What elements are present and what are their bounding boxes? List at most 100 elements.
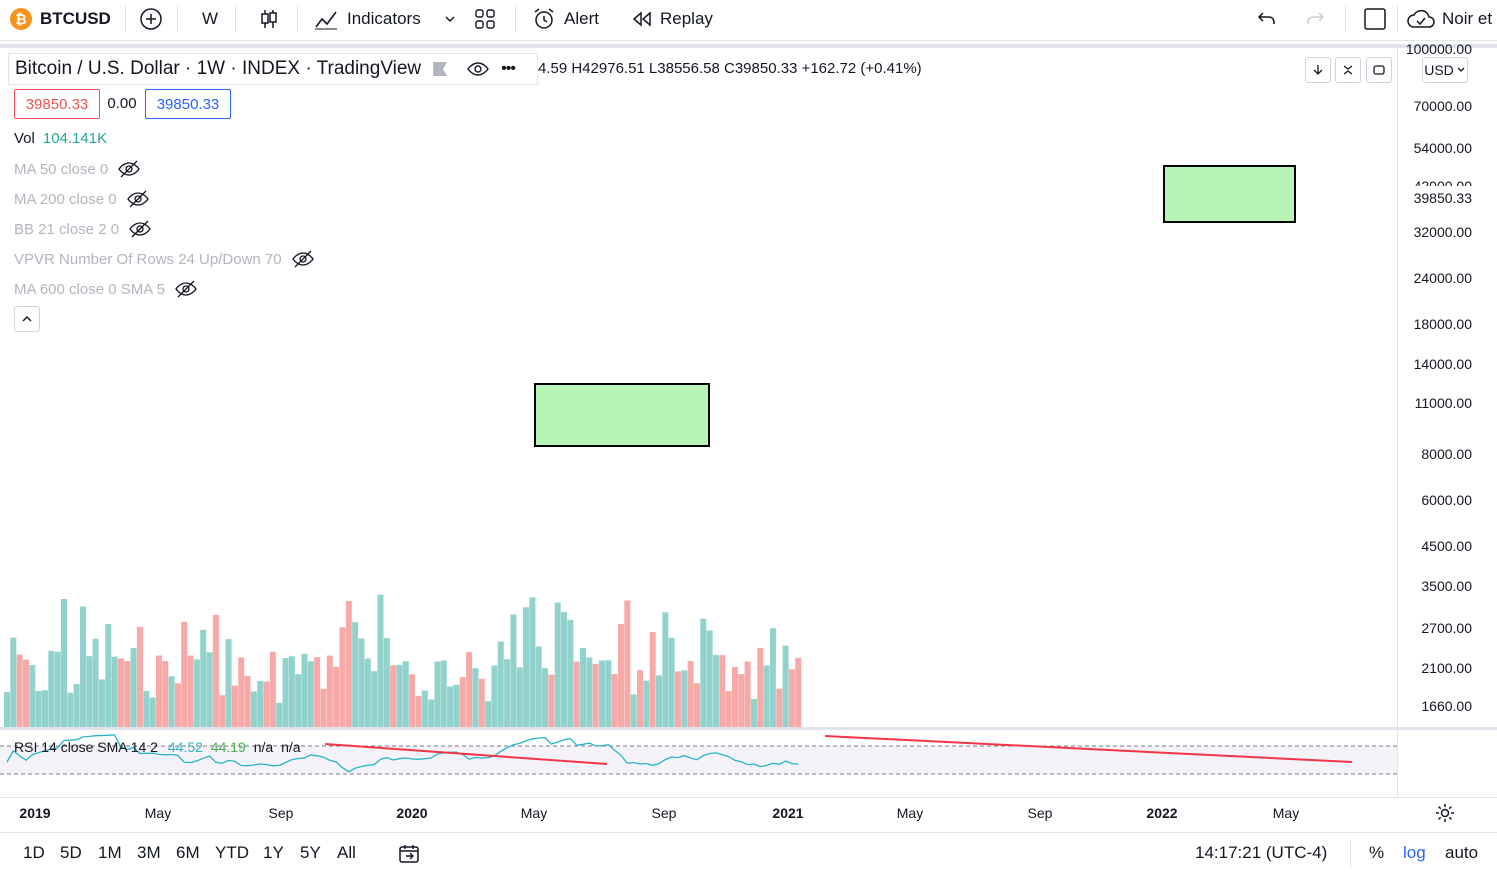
volume-bar (776, 688, 783, 727)
candlestick-chart[interactable] (0, 48, 1397, 727)
indicator-bb21[interactable]: BB 21 close 2 0 (14, 220, 151, 238)
eye-hidden-icon[interactable] (129, 220, 151, 238)
volume-bar (491, 665, 498, 727)
range-3m-button[interactable]: 3M (137, 843, 161, 862)
volume-bar (130, 647, 137, 727)
volume-bar (136, 626, 143, 727)
volume-bar (181, 621, 188, 727)
highlight-box-2022[interactable] (1163, 165, 1296, 223)
eye-hidden-icon[interactable] (126, 190, 149, 208)
volume-bar (637, 670, 643, 727)
volume-bars (4, 594, 802, 727)
highlight-box-2020[interactable] (534, 383, 710, 447)
flag-icon[interactable] (433, 62, 448, 76)
volume-legend[interactable]: Vol 104.141K (14, 130, 107, 147)
symbol-search-button[interactable]: ₿ BTCUSD (10, 0, 111, 38)
redo-button[interactable] (1304, 0, 1326, 38)
volume-bar (358, 638, 365, 727)
volume-bar (219, 695, 226, 727)
volume-bar (225, 639, 232, 727)
compare-symbol-button[interactable] (139, 0, 163, 38)
volume-bar (542, 668, 549, 727)
alert-button[interactable]: Alert (531, 0, 599, 38)
alert-label: Alert (564, 9, 599, 28)
templates-button[interactable] (474, 0, 496, 38)
volume-bar (149, 697, 156, 727)
clock-timezone[interactable]: 14:17:21 (UTC-4) (1195, 843, 1328, 862)
collapse-legend-button[interactable] (14, 306, 40, 332)
fullscreen-button[interactable] (1363, 0, 1387, 38)
volume-bar (92, 638, 99, 727)
price-tick: 8000.00 (1421, 446, 1472, 462)
volume-bar (599, 660, 606, 727)
interval-button[interactable]: W (202, 0, 218, 38)
range-all-button[interactable]: All (337, 843, 356, 862)
indicator-ma200[interactable]: MA 200 close 0 (14, 190, 149, 208)
indicators-button[interactable]: Indicators (313, 0, 421, 38)
maximize-pane-button[interactable] (1366, 57, 1392, 83)
save-layout-button[interactable]: Noir et (1406, 0, 1492, 38)
range-ytd-button[interactable]: YTD (215, 843, 249, 862)
percent-scale-toggle[interactable]: % (1369, 843, 1385, 862)
spread-value: 0.00 (104, 89, 140, 117)
time-tick: Sep (651, 805, 677, 821)
eye-hidden-icon[interactable] (291, 250, 314, 268)
volume-bar (459, 677, 466, 727)
price-tick: 11000.00 (1414, 395, 1472, 411)
volume-bar (345, 601, 352, 727)
move-pane-down-button[interactable] (1305, 57, 1331, 83)
eye-hidden-icon[interactable] (175, 280, 197, 298)
more-icon[interactable]: ••• (501, 60, 516, 77)
volume-bar (307, 661, 314, 727)
ask-price-box[interactable]: 39850.33 (145, 89, 231, 119)
volume-bar (41, 690, 48, 727)
volume-bar (618, 624, 625, 727)
time-tick: Sep (268, 805, 294, 821)
eye-hidden-icon[interactable] (118, 160, 141, 178)
volume-bar (415, 696, 422, 727)
rsi-pane[interactable] (0, 730, 1397, 797)
log-scale-toggle[interactable]: log (1403, 843, 1426, 862)
volume-value: 104.141K (42, 130, 108, 147)
volume-bar (655, 675, 662, 727)
range-1y-button[interactable]: 1Y (263, 843, 284, 862)
indicator-vpvr[interactable]: VPVR Number Of Rows 24 Up/Down 70 (14, 250, 314, 268)
volume-bar (478, 678, 485, 727)
volume-bar (238, 657, 245, 727)
volume-bar (466, 652, 473, 727)
replay-button[interactable]: Replay (630, 0, 713, 38)
volume-bar (662, 612, 669, 727)
symbol-legend[interactable]: Bitcoin / U.S. Dollar · 1W · INDEX · Tra… (8, 53, 538, 85)
volume-bar (750, 699, 757, 727)
volume-bar (586, 657, 593, 727)
chart-settings-button[interactable] (1434, 802, 1456, 829)
range-5d-button[interactable]: 5D (60, 843, 82, 862)
volume-bar (485, 701, 492, 727)
currency-select[interactable]: USD (1422, 57, 1468, 83)
eye-icon[interactable] (467, 61, 489, 77)
collapse-pane-button[interactable] (1335, 57, 1361, 83)
cloud-check-icon (1407, 9, 1435, 28)
chart-type-button[interactable] (257, 0, 281, 38)
bid-price-box[interactable]: 39850.33 (14, 89, 100, 119)
range-6m-button[interactable]: 6M (176, 843, 200, 862)
price-axis[interactable]: 100000.00 70000.00 54000.00 42000.00 320… (1398, 41, 1497, 727)
indicator-ma600[interactable]: MA 600 close 0 SMA 5 (14, 280, 197, 298)
range-5y-button[interactable]: 5Y (300, 843, 321, 862)
rsi-legend[interactable]: RSI 14 close SMA 14 2 44.52 44.19 n/a n/… (14, 739, 301, 755)
trendline-1[interactable] (324, 743, 608, 765)
undo-button[interactable] (1256, 0, 1278, 38)
auto-scale-toggle[interactable]: auto (1445, 843, 1479, 862)
volume-bar (504, 659, 511, 727)
range-1d-button[interactable]: 1D (23, 843, 45, 862)
range-1m-button[interactable]: 1M (98, 843, 122, 862)
time-axis-divider (0, 797, 1497, 798)
indicators-dropdown-button[interactable] (443, 0, 457, 38)
goto-date-button[interactable] (398, 843, 420, 870)
indicator-ma50[interactable]: MA 50 close 0 (14, 160, 141, 178)
calendar-arrow-icon (399, 845, 419, 863)
price-tick: 18000.00 (1413, 316, 1472, 332)
trendline-2[interactable] (824, 735, 1353, 763)
redo-icon (1307, 12, 1325, 24)
chart-frame (0, 44, 1497, 836)
